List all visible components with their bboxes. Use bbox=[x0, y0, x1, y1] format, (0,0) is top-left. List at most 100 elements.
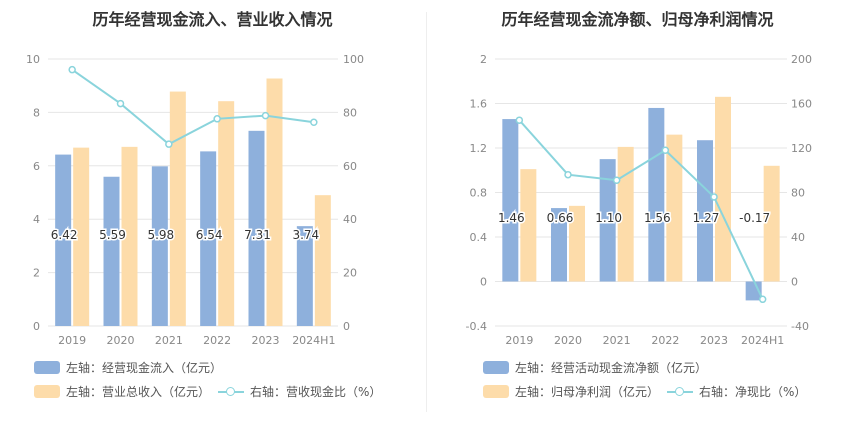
bar-series-2 bbox=[715, 96, 731, 282]
bar-series-1 bbox=[502, 119, 519, 282]
x-category-label: 2024H1 bbox=[741, 334, 784, 347]
bar-data-label: 5.59 bbox=[99, 228, 126, 242]
panel-divider bbox=[426, 12, 427, 412]
line-point bbox=[261, 111, 270, 120]
bar-series-2 bbox=[73, 147, 90, 326]
bar-series-1 bbox=[745, 281, 762, 301]
left-legend-bar2-label: 左轴：营业总收入（亿元） bbox=[66, 385, 211, 399]
right-chart-plot: -0.4 0 0.4 0.8 1.2 1.6 2 -40 0 40 80 120 160 200 2019 2… bbox=[466, 53, 812, 347]
y-right-tick-label: 100 bbox=[343, 53, 364, 66]
x-category-label: 2020 bbox=[107, 334, 135, 347]
y-right-tick-label: 160 bbox=[791, 98, 812, 111]
line-point bbox=[213, 115, 221, 123]
bar-series-2 bbox=[520, 169, 537, 282]
left-chart-title: 历年经营现金流入、营业收入情况 bbox=[92, 10, 333, 29]
line-point bbox=[758, 295, 767, 304]
y-left-tick-label: 1.2 bbox=[470, 142, 488, 155]
y-left-tick-label: 0.8 bbox=[470, 187, 488, 200]
y-right-tick-label: 0 bbox=[343, 320, 350, 333]
left-legend-bar2[interactable]: 左轴：营业总收入（亿元） bbox=[34, 383, 210, 400]
bar-data-label: 1.46 bbox=[498, 211, 525, 225]
y-left-tick-label: 2 bbox=[480, 53, 487, 66]
y-right-tick-label: 80 bbox=[791, 187, 805, 200]
y-right-tick-label: 120 bbox=[791, 142, 812, 155]
bar-data-label: 7.31 bbox=[244, 228, 271, 242]
bar-series-2 bbox=[121, 146, 138, 326]
bar-series-2 bbox=[314, 195, 331, 326]
right-chart-title: 历年经营现金流净额、归母净利润情况 bbox=[501, 10, 774, 29]
y-left-tick-label: 4 bbox=[33, 213, 40, 226]
left-chart-panel: 历年经营现金流入、营业收入情况 0 2 4 6 8 10 0 20 40 60 80 100 2019 2… bbox=[26, 10, 381, 400]
left-legend-line[interactable]: 右轴：营收现金比（%） bbox=[218, 383, 381, 400]
y-left-tick-label: 0 bbox=[33, 320, 40, 333]
line-point bbox=[710, 193, 718, 201]
y-left-tick-label: 0 bbox=[480, 276, 487, 289]
right-legend-bar2[interactable]: 左轴：归母净利润（亿元） bbox=[483, 383, 659, 400]
x-category-label: 2022 bbox=[651, 334, 679, 347]
bar-data-label: 6.54 bbox=[196, 228, 223, 242]
bar-data-label: 0.66 bbox=[547, 211, 574, 225]
bar-series-1 bbox=[551, 208, 567, 282]
line-point bbox=[310, 118, 318, 127]
right-legend-bar1[interactable]: 左轴：经营活动现金流净额（亿元） bbox=[483, 359, 707, 376]
x-category-label: 2019 bbox=[58, 334, 86, 347]
y-right-tick-label: 60 bbox=[343, 160, 357, 173]
y-left-tick-label: 0.4 bbox=[470, 231, 488, 244]
right-legend-bar1-label: 左轴：经营活动现金流净额（亿元） bbox=[515, 361, 708, 375]
right-legend-line[interactable]: 右轴：净现比（%） bbox=[667, 383, 806, 400]
bar-series-1 bbox=[55, 154, 72, 326]
line-point bbox=[116, 99, 125, 108]
line-series bbox=[71, 68, 314, 146]
x-category-label: 2023 bbox=[252, 334, 280, 347]
x-category-label: 2023 bbox=[700, 334, 728, 347]
line-point bbox=[515, 116, 524, 124]
bar-series-2 bbox=[763, 165, 780, 282]
y-right-tick-label: -40 bbox=[791, 320, 809, 333]
bar-series-1 bbox=[248, 130, 265, 326]
legend-line-icon bbox=[218, 385, 244, 398]
bar-series-1 bbox=[296, 226, 313, 326]
line-point bbox=[661, 146, 670, 154]
y-right-tick-label: 20 bbox=[343, 267, 357, 280]
legend-line-icon bbox=[667, 385, 693, 398]
legend-swatch-icon bbox=[34, 385, 60, 398]
y-left-tick-label: 1.6 bbox=[470, 98, 488, 111]
line-series bbox=[518, 119, 764, 300]
y-right-tick-label: 40 bbox=[343, 213, 357, 226]
y-left-tick-label: 6 bbox=[33, 160, 40, 173]
bar-series-1 bbox=[599, 159, 616, 282]
y-right-tick-label: 40 bbox=[791, 231, 805, 244]
right-legend-bar2-label: 左轴：归母净利润（亿元） bbox=[515, 385, 660, 399]
bar-series-2 bbox=[569, 205, 585, 282]
x-category-label: 2022 bbox=[203, 334, 231, 347]
line-point bbox=[612, 176, 621, 185]
x-category-label: 2024H1 bbox=[292, 334, 335, 347]
right-chart-panel: 历年经营现金流净额、归母净利润情况 -0.4 0 0.4 0.8 1.2 1.6 2 -40 0… bbox=[425, 0, 850, 437]
bar-data-label: 1.27 bbox=[693, 211, 720, 225]
y-right-tick-label: 0 bbox=[791, 276, 798, 289]
line-point bbox=[165, 140, 173, 148]
line-point bbox=[564, 170, 572, 179]
y-left-tick-label: 2 bbox=[33, 267, 40, 280]
bar-series-1 bbox=[103, 176, 120, 326]
left-legend-bar1-label: 左轴：经营现金流入（亿元） bbox=[66, 361, 223, 375]
bar-series-1 bbox=[151, 166, 168, 326]
bar-series-2 bbox=[617, 146, 634, 282]
x-category-label: 2020 bbox=[554, 334, 582, 347]
bar-series-2 bbox=[266, 78, 283, 326]
right-legend-line-label: 右轴：净现比（%） bbox=[699, 385, 807, 399]
y-right-tick-label: 80 bbox=[343, 106, 357, 119]
y-left-tick-label: 10 bbox=[26, 53, 40, 66]
bar-data-label: 1.56 bbox=[644, 211, 671, 225]
bar-series-1 bbox=[697, 140, 713, 282]
legend-swatch-icon bbox=[483, 385, 509, 398]
bar-series-2 bbox=[666, 134, 683, 282]
x-category-label: 2021 bbox=[603, 334, 631, 347]
bar-data-label: 5.98 bbox=[147, 228, 174, 242]
x-category-label: 2021 bbox=[155, 334, 183, 347]
left-legend-line-label: 右轴：营收现金比（%） bbox=[250, 385, 382, 399]
bar-series-1 bbox=[648, 107, 665, 282]
legend-swatch-icon bbox=[483, 361, 509, 374]
left-legend-bar1[interactable]: 左轴：经营现金流入（亿元） bbox=[34, 359, 222, 376]
